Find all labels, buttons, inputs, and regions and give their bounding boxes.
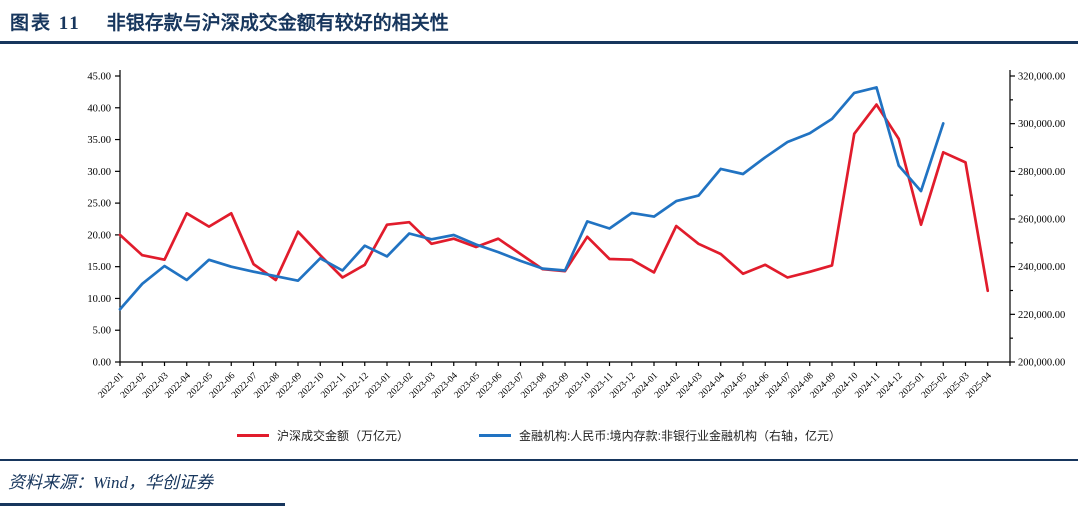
y-left-tick-label: 35.00: [87, 135, 111, 146]
y-right-tick-label: 240,000.00: [1018, 262, 1065, 273]
bottom-accent-bar: [0, 503, 285, 506]
y-left-tick-label: 20.00: [87, 230, 111, 241]
red-line-swatch-icon: [236, 433, 269, 437]
legend-item-turnover: 沪深成交金额（万亿元）: [236, 427, 409, 444]
figure-title: 非银存款与沪深成交金额有较好的相关性: [106, 13, 449, 34]
y-right-tick-label: 220,000.00: [1018, 310, 1065, 321]
dual-axis-line-chart: 0.00 5.00 10.00 15.00 20.00 25.00 30.00 35.00 40…: [87, 70, 1065, 401]
chart-area: 0.00 5.00 10.00 15.00 20.00 25.00 30.00 35.00 40…: [0, 45, 1078, 421]
chart-legend: 沪深成交金额（万亿元） 金融机构:人民币:境内存款:非银行业金融机构（右轴，亿元…: [0, 423, 1078, 447]
y-left-tick-label: 30.00: [87, 167, 111, 178]
y-right-tick-label: 320,000.00: [1018, 72, 1065, 83]
y-left-tick-label: 5.00: [93, 326, 111, 337]
y-left-tick-label: 10.00: [87, 294, 111, 305]
legend-label-nonbank-deposits: 金融机构:人民币:境内存款:非银行业金融机构（右轴，亿元）: [519, 428, 842, 443]
y-right-tick-label: 200,000.00: [1018, 358, 1065, 369]
x-month-label: 2025-04: [964, 371, 994, 401]
y-right-tick-label: 280,000.00: [1018, 167, 1065, 178]
title-divider: [0, 41, 1078, 44]
y-right-tick-label: 260,000.00: [1018, 215, 1065, 226]
legend-label-turnover: 沪深成交金额（万亿元）: [276, 428, 409, 443]
y-left-tick-label: 25.00: [87, 199, 111, 210]
y-left-tick-label: 15.00: [87, 262, 111, 273]
y-left-tick-label: 45.00: [87, 72, 111, 83]
series-line-nonbank-deposits: [118, 86, 945, 311]
footer-divider: [0, 459, 1078, 461]
y-left-tick-label: 40.00: [87, 103, 111, 114]
blue-line-swatch-icon: [479, 433, 511, 437]
series-line-turnover: [118, 103, 990, 293]
y-right-tick-label: 300,000.00: [1018, 119, 1065, 130]
figure-header: 图表 11 非银存款与沪深成交金额有较好的相关性: [0, 0, 1078, 39]
figure-number-label: 图表 11: [10, 13, 81, 34]
legend-item-nonbank-deposits: 金融机构:人民币:境内存款:非银行业金融机构（右轴，亿元）: [479, 427, 841, 444]
y-left-tick-label: 0.00: [93, 358, 111, 369]
source-note: 资料来源：Wind，华创证券: [8, 473, 213, 492]
